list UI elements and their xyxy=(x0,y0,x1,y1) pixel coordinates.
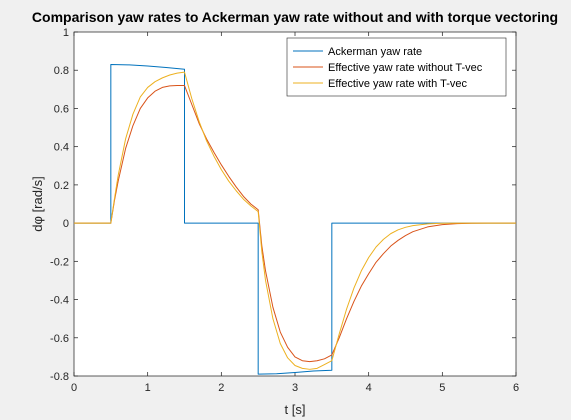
y-tick-label: -0.8 xyxy=(50,371,69,383)
y-tick-label: -0.4 xyxy=(50,295,69,307)
x-tick-label: 0 xyxy=(71,382,77,394)
y-tick-label: 0.4 xyxy=(54,142,69,154)
ticks-group: 0 1 2 3 4 5 6 -0.8 -0.6 -0.4 -0.2 0 0.2 0.4 0.6 0.8 1 xyxy=(50,27,519,394)
y-tick-label: 1 xyxy=(63,27,69,39)
legend-entry-1: Effective yaw rate without T-vec xyxy=(328,62,483,74)
y-tick-label: 0.8 xyxy=(54,65,69,77)
series-lines-group xyxy=(74,63,516,375)
series-line-2 xyxy=(74,71,516,370)
y-tick-label: 0 xyxy=(63,218,69,230)
legend-entry-0: Ackerman yaw rate xyxy=(328,46,422,58)
x-tick-label: 4 xyxy=(366,382,372,394)
y-axis-label: dφ [rad/s] xyxy=(30,176,45,231)
y-tick-label: -0.2 xyxy=(50,256,69,268)
x-tick-label: 3 xyxy=(292,382,298,394)
series-line-1 xyxy=(74,85,516,363)
series-line-0 xyxy=(74,63,516,375)
legend-box xyxy=(286,37,507,97)
legend-entry-2: Effective yaw rate with T-vec xyxy=(328,78,467,90)
x-tick-label: 2 xyxy=(218,382,224,394)
x-tick-label: 6 xyxy=(513,382,519,394)
legend[interactable]: Ackerman yaw rate Effective yaw rate with… xyxy=(286,37,507,97)
x-tick-label: 5 xyxy=(439,382,445,394)
y-tick-label: 0.6 xyxy=(54,103,69,115)
x-tick-label: 1 xyxy=(145,382,151,394)
x-axis-label: t [s] xyxy=(285,402,306,417)
y-tick-label: -0.6 xyxy=(50,333,69,345)
y-tick-label: 0.2 xyxy=(54,180,69,192)
chart-title: Comparison yaw rates to Ackerman yaw rat… xyxy=(32,9,558,25)
